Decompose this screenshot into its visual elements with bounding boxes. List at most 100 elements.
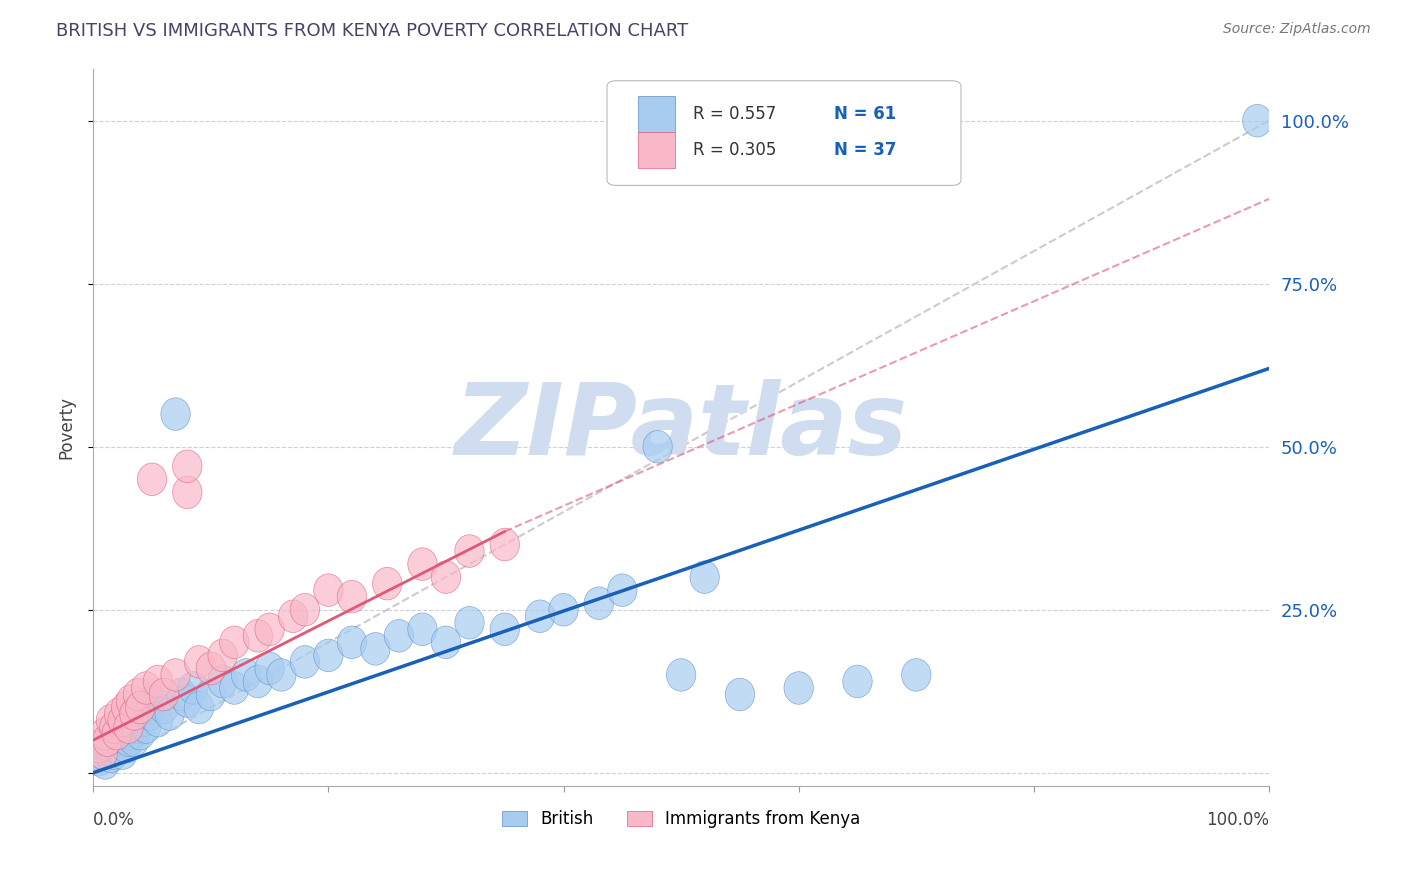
Ellipse shape [90,747,120,780]
Ellipse shape [111,731,141,763]
Ellipse shape [643,431,672,463]
Ellipse shape [1243,104,1272,137]
Ellipse shape [114,711,143,743]
Ellipse shape [254,652,284,685]
FancyBboxPatch shape [638,95,675,132]
Ellipse shape [104,698,134,731]
Ellipse shape [143,705,173,737]
Ellipse shape [901,658,931,691]
Ellipse shape [842,665,872,698]
Ellipse shape [84,731,114,763]
Ellipse shape [195,678,225,711]
Ellipse shape [120,698,149,731]
Ellipse shape [96,740,125,772]
Ellipse shape [491,528,519,561]
Ellipse shape [90,717,120,750]
Ellipse shape [337,626,367,658]
Ellipse shape [607,574,637,607]
Ellipse shape [108,705,138,737]
Ellipse shape [232,658,260,691]
Text: N = 61: N = 61 [834,104,896,123]
Ellipse shape [114,723,143,756]
Ellipse shape [243,620,273,652]
Ellipse shape [103,731,131,763]
Ellipse shape [454,534,484,567]
Ellipse shape [138,685,167,717]
Ellipse shape [314,574,343,607]
Ellipse shape [408,613,437,646]
Ellipse shape [267,658,297,691]
Ellipse shape [208,639,238,672]
Ellipse shape [93,723,122,756]
Ellipse shape [173,450,202,483]
Text: R = 0.557: R = 0.557 [693,104,776,123]
Ellipse shape [128,705,157,737]
Ellipse shape [125,691,155,723]
Ellipse shape [138,463,167,496]
Ellipse shape [785,672,814,705]
Ellipse shape [432,626,461,658]
Ellipse shape [243,665,273,698]
Ellipse shape [103,717,131,750]
Ellipse shape [120,698,149,731]
Ellipse shape [124,678,153,711]
Ellipse shape [361,632,389,665]
Ellipse shape [184,691,214,723]
Ellipse shape [131,672,160,705]
Ellipse shape [173,476,202,508]
Text: ZIPatlas: ZIPatlas [454,378,908,475]
Ellipse shape [208,665,238,698]
Ellipse shape [160,398,190,431]
Text: N = 37: N = 37 [834,141,897,159]
Ellipse shape [454,607,484,639]
Ellipse shape [432,561,461,593]
Ellipse shape [278,600,308,632]
Ellipse shape [155,698,184,731]
Ellipse shape [583,587,613,620]
FancyBboxPatch shape [607,80,960,186]
Ellipse shape [195,652,225,685]
Ellipse shape [290,646,319,678]
Ellipse shape [149,691,179,723]
Ellipse shape [89,737,117,770]
Ellipse shape [526,600,555,632]
Ellipse shape [690,561,720,593]
Ellipse shape [184,646,214,678]
Ellipse shape [160,658,190,691]
Ellipse shape [314,639,343,672]
Ellipse shape [104,723,134,756]
FancyBboxPatch shape [638,132,675,168]
Ellipse shape [100,711,129,743]
Ellipse shape [173,685,202,717]
Ellipse shape [100,737,129,770]
Ellipse shape [219,672,249,705]
Ellipse shape [143,665,173,698]
Ellipse shape [125,691,155,723]
Y-axis label: Poverty: Poverty [58,396,75,458]
Ellipse shape [103,717,131,750]
Ellipse shape [167,678,195,711]
Ellipse shape [254,613,284,646]
Ellipse shape [120,723,149,756]
Ellipse shape [111,691,141,723]
Ellipse shape [125,717,155,750]
Ellipse shape [491,613,519,646]
Text: Source: ZipAtlas.com: Source: ZipAtlas.com [1223,22,1371,37]
Ellipse shape [114,705,143,737]
Ellipse shape [337,581,367,613]
Ellipse shape [373,567,402,600]
Ellipse shape [89,737,117,770]
Ellipse shape [725,678,755,711]
Ellipse shape [108,737,138,770]
Ellipse shape [219,626,249,658]
Text: R = 0.305: R = 0.305 [693,141,776,159]
Ellipse shape [548,593,578,626]
Ellipse shape [408,548,437,581]
Ellipse shape [96,723,125,756]
Ellipse shape [93,731,122,763]
Text: 100.0%: 100.0% [1206,811,1270,830]
Ellipse shape [108,711,138,743]
Legend: British, Immigrants from Kenya: British, Immigrants from Kenya [495,804,868,835]
Ellipse shape [384,620,413,652]
Text: 0.0%: 0.0% [93,811,135,830]
